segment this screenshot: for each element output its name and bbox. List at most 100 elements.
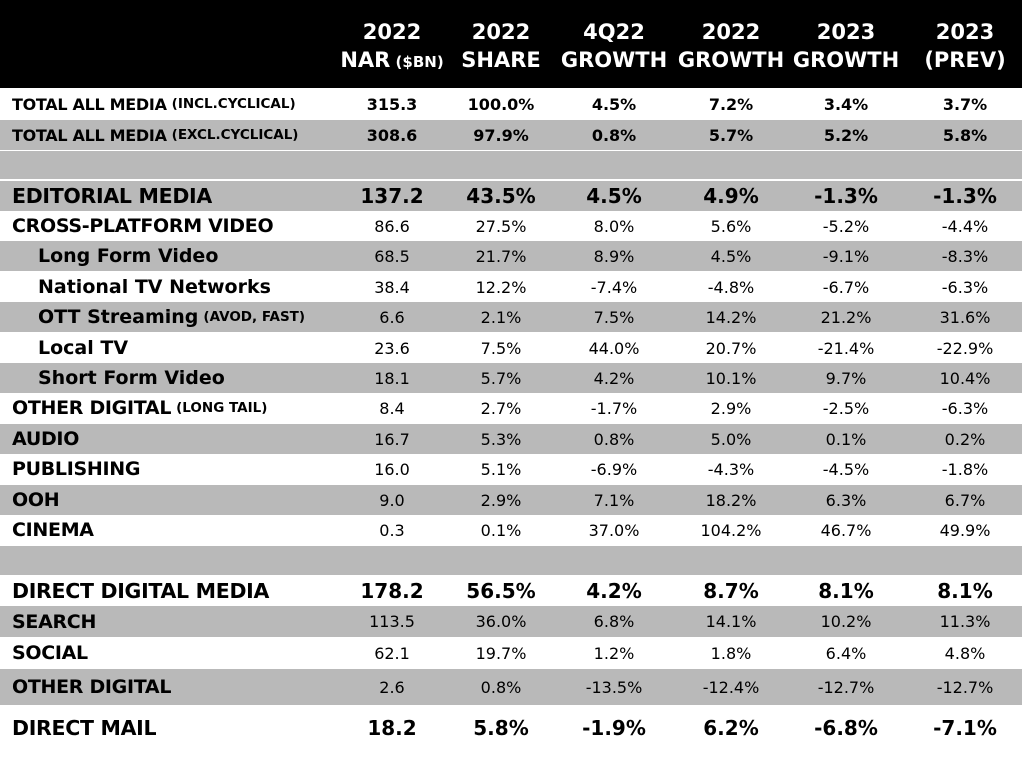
table-row: TOTAL ALL MEDIA (EXCL.CYCLICAL) 308.6 97.9%… — [0, 120, 1022, 150]
table-cell: 56.5% — [466, 579, 536, 603]
row-label-text: CROSS-PLATFORM VIDEO — [12, 215, 274, 237]
table-cell: 6.4% — [825, 643, 867, 663]
row-label-text: CINEMA — [12, 519, 94, 541]
table-cell: 36.0% — [475, 612, 527, 631]
row-label-text: DIRECT DIGITAL MEDIA — [12, 579, 270, 603]
table-cell: 4.5% — [710, 246, 752, 266]
row-label: OTHER DIGITAL (LONG TAIL) — [12, 393, 267, 423]
row-label: DIRECT DIGITAL MEDIA — [12, 576, 269, 606]
row-label-text: TOTAL ALL MEDIA — [12, 94, 167, 114]
table-cell: 18.2% — [705, 490, 757, 510]
table-cell: 4.5% — [591, 94, 637, 114]
table-cell: 10.4% — [939, 368, 991, 388]
table-cell: 10.1% — [705, 368, 757, 388]
table-cell: 8.1% — [937, 579, 993, 603]
table-cell: 46.7% — [820, 520, 872, 540]
row-label: TOTAL ALL MEDIA (EXCL.CYCLICAL) — [12, 120, 298, 150]
table-cell: 14.1% — [705, 612, 757, 631]
row-label: Long Form Video — [38, 241, 218, 271]
row-label-text: OOH — [12, 489, 60, 511]
column-header-line2: NAR ($BN) — [340, 48, 444, 72]
section-spacer — [0, 546, 1022, 575]
table-cell: 3.4% — [823, 94, 869, 114]
table-cell: -1.3% — [814, 184, 878, 208]
column-header-line2: SHARE — [461, 48, 541, 72]
row-label-text: Local TV — [38, 337, 129, 359]
table-cell: 7.2% — [708, 94, 754, 114]
table-cell: 113.5 — [369, 612, 415, 631]
table-cell: 7.5% — [480, 338, 522, 358]
row-label: CROSS-PLATFORM VIDEO — [12, 211, 274, 241]
table-cell: 9.7% — [825, 368, 867, 388]
table-cell: 21.2% — [820, 307, 872, 327]
row-label-text: PUBLISHING — [12, 458, 141, 480]
table-cell: -22.9% — [936, 338, 994, 358]
table-cell: -1.9% — [582, 716, 646, 740]
table-cell: 104.2% — [700, 520, 762, 540]
table-cell: -8.3% — [941, 246, 989, 266]
table-cell: -7.1% — [933, 716, 997, 740]
table-cell: 308.6 — [366, 125, 418, 145]
column-header: 2022 GROWTH — [671, 18, 791, 74]
row-label-qualifier: (EXCL.CYCLICAL) — [171, 127, 299, 143]
table-cell: 5.7% — [480, 368, 522, 388]
table-cell: 5.0% — [710, 429, 752, 449]
table-cell: 14.2% — [705, 307, 757, 327]
table-cell: 2.6 — [379, 677, 405, 697]
table-cell: 178.2 — [360, 579, 424, 603]
row-label: National TV Networks — [38, 272, 271, 302]
column-header-line1: 2023 — [816, 20, 876, 44]
table-cell: 0.3 — [379, 520, 405, 540]
column-header: 4Q22 GROWTH — [554, 18, 674, 74]
table-cell: 10.2% — [820, 612, 872, 631]
section-spacer — [0, 151, 1022, 179]
table-cell: -4.8% — [707, 277, 755, 297]
row-label: OTT Streaming (AVOD, FAST) — [38, 302, 305, 332]
table-cell: 3.7% — [942, 94, 988, 114]
row-label-text: EDITORIAL MEDIA — [12, 184, 212, 208]
column-header-line1: 2023 — [935, 20, 995, 44]
table-cell: 8.0% — [593, 216, 635, 236]
table-cell: -6.3% — [941, 277, 989, 297]
table-row: PUBLISHING 16.0 5.1% -6.9% -4.3% -4.5% -1.8% — [0, 454, 1022, 484]
table-cell: 38.4 — [374, 277, 410, 297]
row-label: TOTAL ALL MEDIA (INCL.CYCLICAL) — [12, 90, 296, 118]
table-cell: 2.1% — [480, 307, 522, 327]
row-label-qualifier: (AVOD, FAST) — [203, 309, 306, 325]
table-cell: 2.9% — [480, 490, 522, 510]
table-cell: -1.7% — [590, 398, 638, 418]
table-cell: 31.6% — [939, 307, 991, 327]
table-row: DIRECT MAIL 18.2 5.8% -1.9% 6.2% -6.8% -7.1% — [0, 709, 1022, 747]
table-cell: -6.7% — [822, 277, 870, 297]
table-cell: 2.7% — [480, 398, 522, 418]
table-row: SOCIAL 62.1 19.7% 1.2% 1.8% 6.4% 4.8% — [0, 637, 1022, 669]
table-row: National TV Networks 38.4 12.2% -7.4% -4.8% -… — [0, 272, 1022, 302]
row-label-text: OTT Streaming — [38, 306, 199, 328]
table-row: DIRECT DIGITAL MEDIA 178.2 56.5% 4.2% 8.7% 8.… — [0, 576, 1022, 606]
table-row: OTT Streaming (AVOD, FAST) 6.6 2.1% 7.5% 14.2… — [0, 302, 1022, 332]
table-cell: 4.2% — [593, 368, 635, 388]
table-cell: 97.9% — [473, 125, 529, 145]
table-cell: -7.4% — [590, 277, 638, 297]
table-cell: 8.4 — [379, 398, 405, 418]
table-cell: 44.0% — [588, 338, 640, 358]
table-cell: 4.9% — [703, 184, 759, 208]
table-cell: 16.7 — [374, 429, 410, 449]
table-cell: 21.7% — [475, 246, 527, 266]
table-cell: 49.9% — [939, 520, 991, 540]
row-label: SEARCH — [12, 606, 96, 637]
table-cell: 0.8% — [591, 125, 637, 145]
table-cell: 4.8% — [944, 643, 986, 663]
row-label: OTHER DIGITAL — [12, 669, 171, 705]
table-cell: 6.3% — [825, 490, 867, 510]
row-label-qualifier: (LONG TAIL) — [176, 400, 268, 416]
table-cell: 0.8% — [480, 677, 522, 697]
table-cell: 315.3 — [366, 94, 418, 114]
table-cell: -1.8% — [941, 459, 989, 479]
table-cell: 20.7% — [705, 338, 757, 358]
table-cell: -2.5% — [822, 398, 870, 418]
table-cell: 43.5% — [466, 184, 536, 208]
table-cell: 5.7% — [708, 125, 754, 145]
table-cell: 7.1% — [593, 490, 635, 510]
table-cell: 86.6 — [374, 216, 410, 236]
